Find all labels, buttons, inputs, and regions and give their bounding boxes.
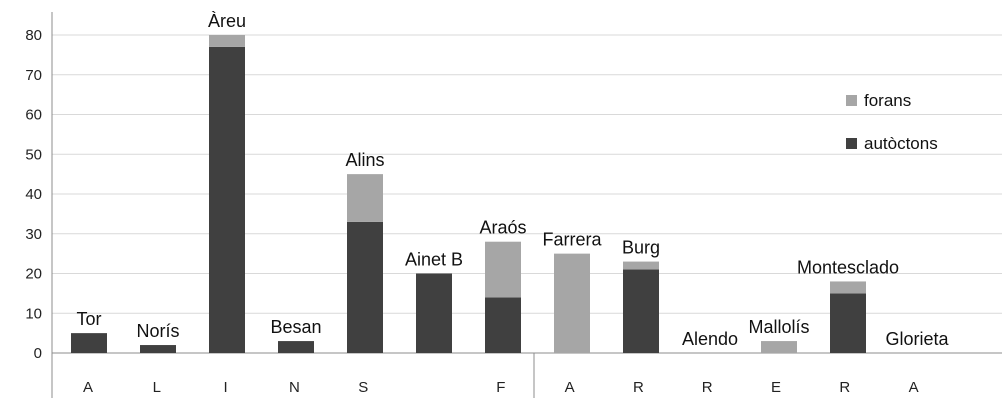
y-tick-label: 50 <box>25 146 42 163</box>
y-tick-label: 80 <box>25 27 42 44</box>
legend: forans autòctons <box>846 91 938 153</box>
bar-category-label: Montesclado <box>797 257 899 277</box>
bar-autòctons <box>830 293 866 353</box>
bar-forans <box>347 174 383 222</box>
bar-autòctons <box>209 46 245 354</box>
bar-labels: Tor Norís Àreu Besan Alins Ainet B Araós Farrer… <box>76 11 949 349</box>
bar-autòctons <box>416 273 452 353</box>
x-axis-letter: R <box>839 379 850 396</box>
bar-forans <box>761 341 797 353</box>
bar-category-label: Glorieta <box>885 329 949 349</box>
legend-label: autòctons <box>864 134 938 153</box>
bar-forans <box>830 281 866 294</box>
bar-forans <box>554 253 590 353</box>
x-axis-letter: N <box>289 379 300 396</box>
x-axis-letter: I <box>224 379 228 396</box>
x-axis-letter: A <box>909 379 919 396</box>
bar-autòctons <box>347 221 383 353</box>
bar-autòctons <box>623 269 659 353</box>
y-tick-label: 30 <box>25 226 42 243</box>
bar-category-label: Besan <box>270 317 321 337</box>
legend-swatch <box>846 138 857 149</box>
y-axis-ticks: 0 10 20 30 40 50 60 70 80 <box>25 27 42 362</box>
bar-autòctons <box>485 297 521 353</box>
bar-category-label: Araós <box>479 218 526 238</box>
bar-category-label: Norís <box>136 321 179 341</box>
y-tick-label: 60 <box>25 107 42 124</box>
bar-forans <box>623 261 659 270</box>
bar-category-label: Alins <box>345 150 384 170</box>
x-axis-letter: A <box>565 379 575 396</box>
bar-category-label: Farrera <box>542 230 602 250</box>
bar-category-label: Alendo <box>682 329 738 349</box>
bar-autòctons <box>71 333 107 353</box>
bar-autòctons <box>278 341 314 353</box>
bar-forans <box>209 35 245 47</box>
x-axis-letter: A <box>83 379 93 396</box>
bars <box>71 35 866 354</box>
y-tick-label: 20 <box>25 266 42 283</box>
bar-category-label: Burg <box>622 238 660 258</box>
legend-label: forans <box>864 91 911 110</box>
x-axis-letter: L <box>153 379 161 396</box>
x-axis-letter: S <box>358 379 368 396</box>
y-tick-label: 10 <box>25 305 42 322</box>
legend-swatch <box>846 95 857 106</box>
bar-autòctons <box>140 345 176 353</box>
x-axis-letter: R <box>702 379 713 396</box>
x-axis-letter: F <box>496 379 505 396</box>
x-axis-letter: R <box>633 379 644 396</box>
y-tick-label: 70 <box>25 67 42 84</box>
y-tick-label: 0 <box>34 345 42 362</box>
bar-category-label: Ainet B <box>405 250 463 270</box>
bar-category-label: Mallolís <box>748 317 809 337</box>
bar-forans <box>485 241 521 298</box>
bar-category-label: Tor <box>76 309 101 329</box>
y-tick-label: 40 <box>25 186 42 203</box>
bar-category-label: Àreu <box>208 11 246 31</box>
x-axis-letter: E <box>771 379 781 396</box>
